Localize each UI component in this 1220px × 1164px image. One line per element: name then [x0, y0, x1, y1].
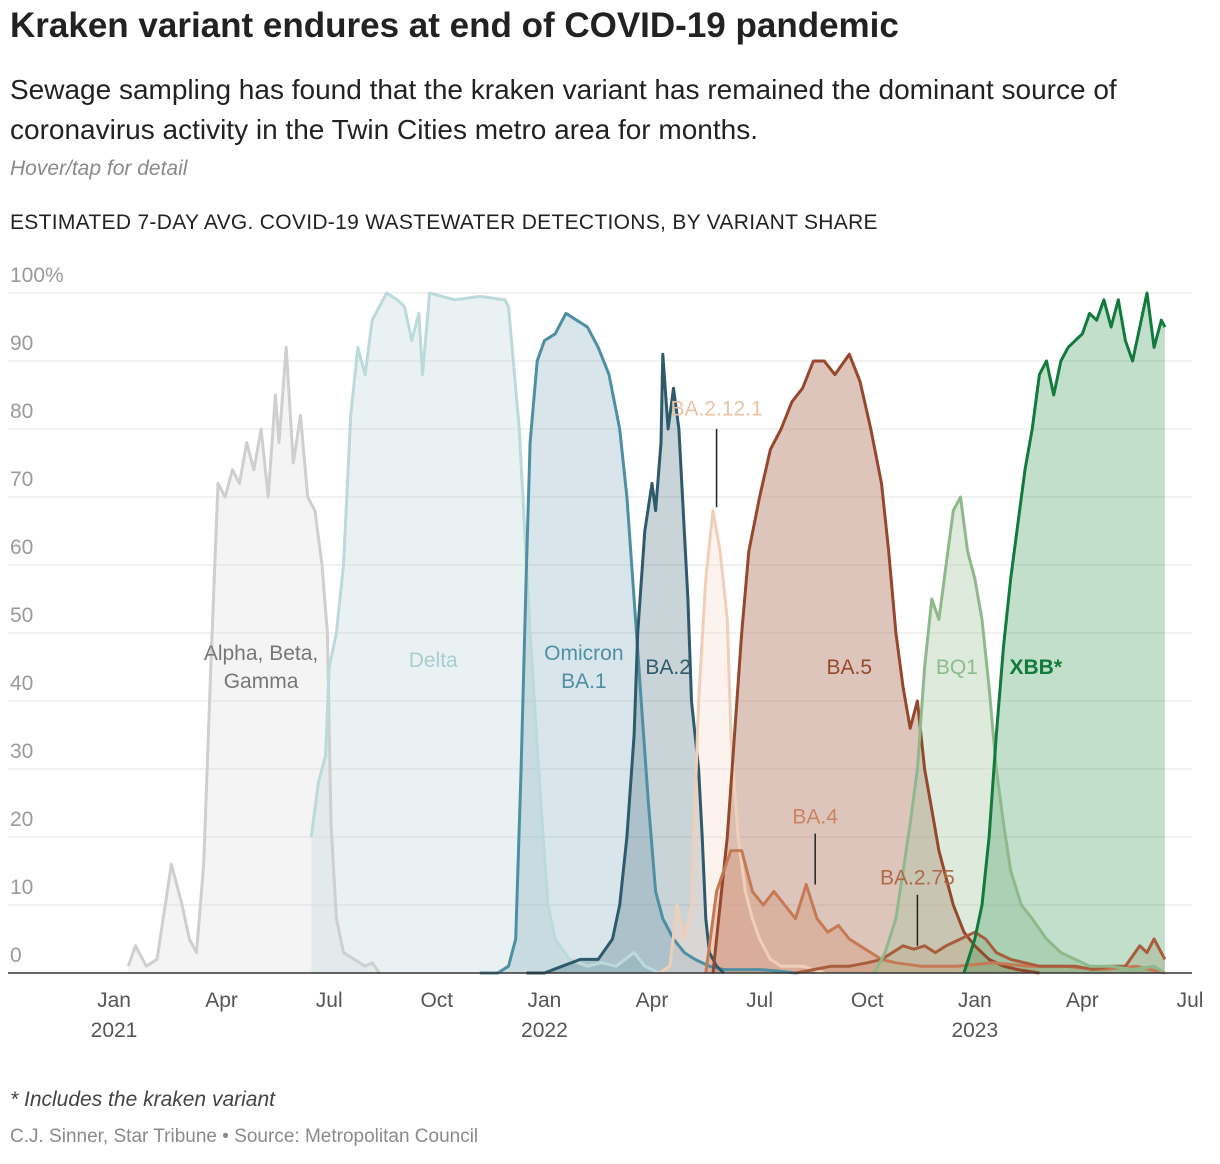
- chart-measure-label: ESTIMATED 7-DAY AVG. COVID-19 WASTEWATER…: [10, 211, 878, 234]
- footnote: * Includes the kraken variant: [10, 1088, 275, 1111]
- x-tick-label: Jul: [1177, 989, 1204, 1012]
- x-tick-year: 2021: [91, 1019, 138, 1042]
- y-axis-ticks: 100% 90 80 70 60 50 40 30 20 10 0: [10, 264, 64, 967]
- line-alpha-beta-gamma[interactable]: [126, 345, 381, 974]
- y-tick-label: 80: [10, 400, 33, 423]
- area-bq1[interactable]: [874, 497, 1165, 973]
- callout-label-ba-2-75: BA.2.75: [880, 867, 955, 890]
- line-ba-2-12-1[interactable]: [658, 509, 825, 975]
- line-delta[interactable]: [309, 291, 660, 975]
- area-ba-2[interactable]: [526, 354, 724, 973]
- series-lines[interactable]: [126, 291, 1167, 975]
- y-tick-label: 10: [10, 876, 33, 899]
- x-tick-label: Apr: [205, 989, 238, 1012]
- line-xbb[interactable]: [962, 291, 1167, 974]
- series-areas[interactable]: [128, 293, 1165, 973]
- x-tick-label: Jul: [746, 989, 773, 1012]
- series-label-alpha-beta-gamma: Alpha, Beta, Gamma: [204, 642, 318, 693]
- area-xbb[interactable]: [964, 293, 1165, 973]
- y-tick-label: 50: [10, 604, 33, 627]
- callout-label-ba-2-12-1: BA.2.12.1: [670, 397, 762, 420]
- series-label-xbb: XBB*: [1010, 656, 1063, 679]
- area-ba-2-12-1[interactable]: [659, 510, 825, 973]
- y-tick-label: 0: [10, 944, 22, 967]
- line-ba-2[interactable]: [526, 352, 725, 975]
- grid-lines: [8, 292, 1192, 906]
- series-label-bq1: BQ1: [936, 656, 978, 679]
- callout-label-ba-4: BA.4: [792, 805, 838, 828]
- line-omicron-ba-1[interactable]: [479, 311, 796, 975]
- area-alpha-beta-gamma[interactable]: [128, 347, 380, 973]
- y-tick-label: 60: [10, 536, 33, 559]
- x-tick-label: Jan: [97, 989, 131, 1012]
- x-tick-label: Oct: [420, 989, 453, 1012]
- x-axis-ticks: Jan 2021 Apr Jul Oct Jan 2022 Apr Jul Oct Jan 2023 A…: [91, 989, 1204, 1042]
- line-ba-5[interactable]: [711, 352, 1040, 975]
- area-delta[interactable]: [311, 293, 660, 973]
- y-tick-label: 30: [10, 740, 33, 763]
- x-tick-year: 2023: [951, 1019, 998, 1042]
- line-ba-4[interactable]: [704, 849, 1166, 975]
- x-tick-label: Jan: [527, 989, 561, 1012]
- x-tick-year: 2022: [521, 1019, 568, 1042]
- x-tick-label: Apr: [636, 989, 669, 1012]
- series-label-delta: Delta: [409, 649, 458, 672]
- callout-annotations: BA.2.12.1 BA.4 BA.2.75: [670, 397, 955, 946]
- series-label-ba-5: BA.5: [827, 656, 873, 679]
- source-credit: C.J. Sinner, Star Tribune • Source: Metr…: [10, 1126, 479, 1147]
- y-tick-label: 40: [10, 672, 33, 695]
- y-tick-label: 70: [10, 468, 33, 491]
- x-tick-label: Jul: [316, 989, 343, 1012]
- area-ba-5[interactable]: [713, 354, 1040, 973]
- line-bq1[interactable]: [873, 495, 1166, 975]
- x-tick-label: Oct: [851, 989, 884, 1012]
- area-omicron-ba-1[interactable]: [479, 313, 796, 973]
- chart-title: Kraken variant endures at end of COVID-1…: [10, 6, 899, 45]
- hover-hint: Hover/tap for detail: [10, 157, 188, 180]
- area-ba-4[interactable]: [705, 850, 1165, 973]
- x-tick-label: Jan: [958, 989, 992, 1012]
- x-tick-label: Apr: [1066, 989, 1099, 1012]
- series-label-ba-2: BA.2: [645, 656, 691, 679]
- series-label-omicron-ba-1: Omicron BA.1: [544, 642, 623, 693]
- chart-subtitle: Sewage sampling has found that the krake…: [10, 74, 1117, 145]
- series-labels: Alpha, Beta, Gamma Delta Omicron BA.1 BA.2 BA.…: [204, 642, 1063, 693]
- y-tick-label: 100%: [10, 264, 64, 287]
- y-tick-label: 20: [10, 808, 33, 831]
- y-tick-label: 90: [10, 332, 33, 355]
